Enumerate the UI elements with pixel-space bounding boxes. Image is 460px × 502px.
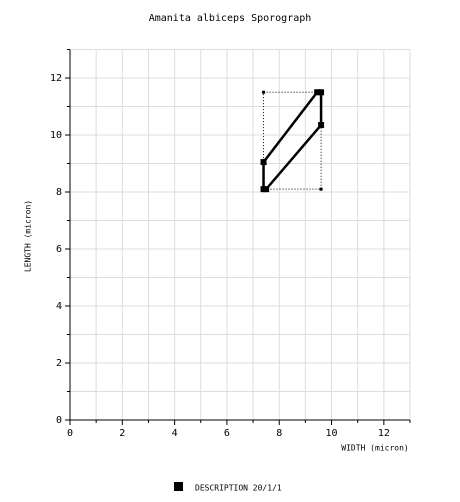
x-tick-label: 4 <box>172 428 178 439</box>
y-tick-label: 4 <box>56 301 62 312</box>
x-tick-label: 12 <box>378 428 390 439</box>
vertex <box>263 186 270 193</box>
vertex <box>318 89 325 96</box>
y-tick-label: 12 <box>50 73 62 84</box>
vertex <box>260 159 267 166</box>
y-tick-label: 10 <box>50 130 62 141</box>
y-axis-label: LENGTH (micron) <box>24 200 33 272</box>
y-tick-label: 2 <box>56 358 62 369</box>
x-tick-label: 6 <box>224 428 230 439</box>
vertex <box>314 89 321 96</box>
chart-title: Amanita albiceps Sporograph <box>149 13 312 24</box>
vertex <box>318 122 325 129</box>
y-tick-label: 6 <box>56 244 62 255</box>
x-tick-label: 8 <box>276 428 282 439</box>
x-axis-label: WIDTH (micron) <box>341 444 408 453</box>
x-tick-label: 0 <box>67 428 73 439</box>
range-corner <box>319 187 323 191</box>
y-tick-label: 0 <box>56 415 62 426</box>
x-tick-label: 2 <box>119 428 125 439</box>
legend-label: DESCRIPTION 20/1/1 <box>195 484 282 493</box>
x-tick-label: 10 <box>326 428 338 439</box>
range-corner <box>262 90 266 94</box>
y-tick-label: 8 <box>56 187 62 198</box>
range-box <box>263 91 322 190</box>
legend-marker <box>174 482 183 491</box>
